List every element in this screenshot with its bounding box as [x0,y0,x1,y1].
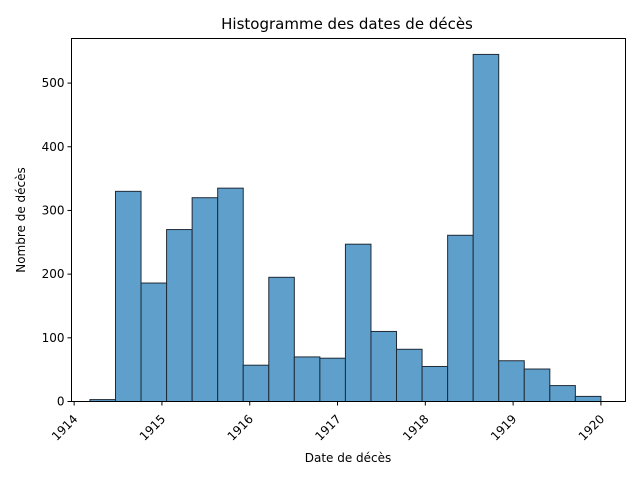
x-tick-label: 1916 [225,412,256,443]
y-axis-label: Nombre de décès [14,167,28,273]
x-axis-label: Date de décès [305,451,392,465]
histogram-bar [396,348,423,403]
y-tick-label: 100 [42,331,65,345]
histogram-bar [242,364,270,403]
histogram-bar [421,365,449,403]
x-tick-label: 1920 [576,412,607,443]
x-tick-label: 1915 [137,412,168,443]
x-tick-label: 1918 [400,412,431,443]
histogram-bar [293,356,321,402]
y-tick-label: 500 [42,76,65,90]
histogram-bar [344,243,372,402]
bars-group [89,53,602,403]
histogram-bar [447,234,474,402]
y-axis-ticks: 0 100 200 300 400 500 [42,76,72,409]
histogram-bar [191,197,219,402]
histogram-bar [370,330,398,402]
y-tick-label: 400 [42,140,65,154]
histogram-bar [498,360,525,402]
plot-frame [71,38,626,402]
x-tick-label: 1914 [49,412,80,443]
y-tick-label: 300 [42,203,65,217]
histogram-bar [574,395,602,403]
histogram-bar [268,276,295,403]
chart-title: Histogramme des dates de décès [221,15,473,33]
histogram-bar [166,229,193,402]
y-tick-label: 0 [57,395,65,409]
histogram-bar [523,368,551,403]
histogram-bar [217,187,244,402]
x-axis-ticks: 1914 1915 1916 1917 1918 1919 1920 [49,401,607,443]
y-tick-label: 200 [42,267,65,281]
histogram-bar [319,357,346,402]
x-tick-label: 1917 [312,412,343,443]
histogram-bar [472,53,500,402]
histogram-bar [549,385,576,403]
histogram-bar [140,282,168,402]
histogram-bar [114,190,142,402]
x-tick-label: 1919 [488,412,519,443]
